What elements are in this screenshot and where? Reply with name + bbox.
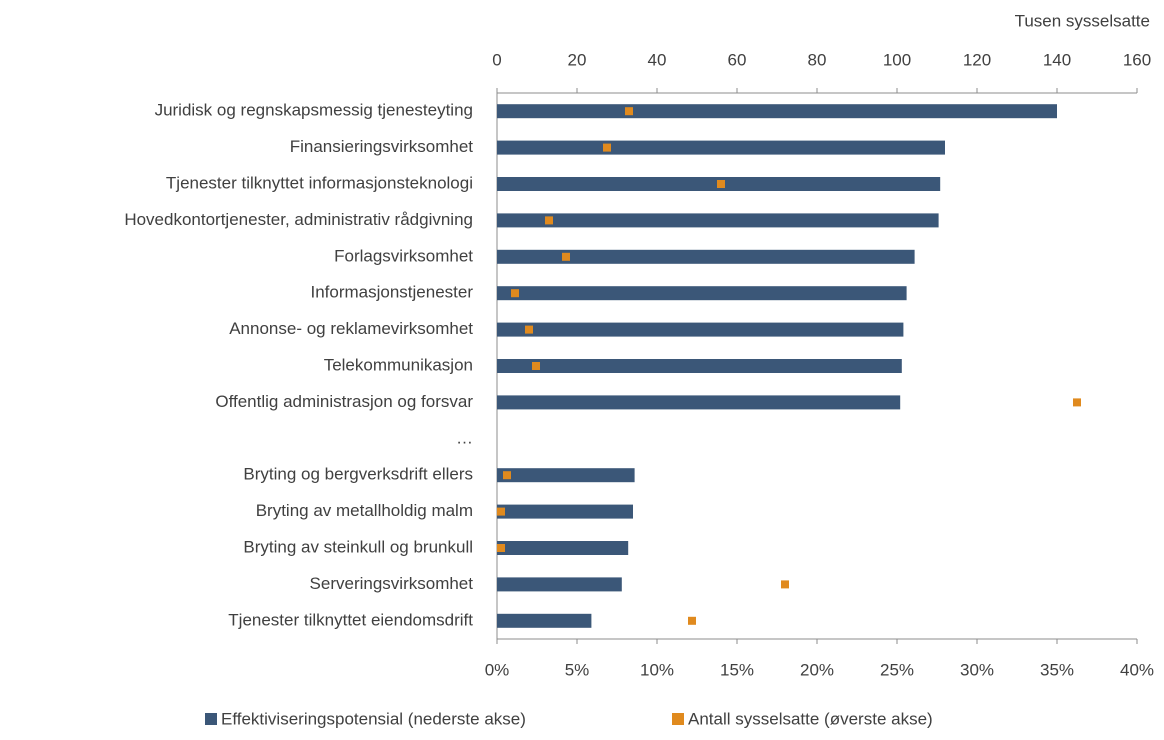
x-tick-label: 20% [800,660,834,679]
marker [545,216,553,225]
bar [497,213,939,228]
x-tick-label: 35% [1040,660,1074,679]
marker [1073,398,1081,407]
bar [497,104,1057,119]
bar [497,140,945,155]
marker [603,143,611,152]
bar [497,541,629,555]
bar [497,613,592,628]
x-tick-label: 25% [880,660,914,679]
bar [497,395,901,410]
x2-axis-label: Tusen sysselsatte [1015,11,1150,30]
y-tick-label: Informasjonstjenester [310,283,473,302]
legend-swatch [672,713,684,725]
bar [497,504,633,519]
y-tick-label: … [456,428,473,447]
x2-tick-label: 80 [808,50,827,69]
y-tick-label: Bryting og bergverksdrift ellers [243,465,473,484]
x2-tick-label: 120 [963,50,991,69]
y-tick-label: Bryting av steinkull og brunkull [243,537,473,556]
bar [497,249,915,264]
x-tick-label: 15% [720,660,754,679]
legend-label: Effektiviseringspotensial (nederste akse… [221,709,526,728]
x2-tick-label: 160 [1123,50,1151,69]
marker [525,325,533,334]
marker [717,180,725,188]
marker [781,580,789,589]
marker [497,544,505,552]
y-tick-label: Hovedkontortjenester, administrativ rådg… [124,210,473,229]
x2-tick-label: 40 [648,50,667,69]
bar [497,468,635,483]
y-tick-label: Tjenester tilknyttet informasjonsteknolo… [166,173,473,192]
x2-tick-label: 20 [568,50,587,69]
y-tick-label: Serveringsvirksomhet [310,574,474,593]
x2-tick-label: 100 [883,50,911,69]
y-tick-label: Telekommunikasjon [324,355,473,374]
legend-label: Antall sysselsatte (øverste akse) [688,709,933,728]
x-tick-label: 10% [640,660,674,679]
marker [532,362,540,370]
y-tick-label: Juridisk og regnskapsmessig tjenesteytin… [155,101,473,120]
x-tick-label: 5% [565,660,590,679]
y-tick-label: Bryting av metallholdig malm [256,501,473,520]
bar [497,286,907,301]
bar [497,577,622,592]
marker [625,107,633,116]
bar [497,322,904,337]
bar [497,359,902,373]
y-tick-label: Forlagsvirksomhet [334,246,473,265]
x-tick-label: 40% [1120,660,1154,679]
x2-tick-label: 0 [492,50,501,69]
marker [562,252,570,261]
y-tick-label: Annonse- og reklamevirksomhet [229,319,473,338]
y-tick-label: Offentlig administrasjon og forsvar [215,392,473,411]
marker [688,616,696,625]
y-tick-label: Tjenester tilknyttet eiendomsdrift [228,610,473,629]
x2-tick-label: 60 [728,50,747,69]
y-tick-label: Finansieringsvirksomhet [290,137,474,156]
marker [503,471,511,480]
x2-tick-label: 140 [1043,50,1071,69]
x-tick-label: 30% [960,660,994,679]
legend-swatch [205,713,217,725]
marker [511,289,519,298]
marker [497,507,505,516]
x-tick-label: 0% [485,660,510,679]
